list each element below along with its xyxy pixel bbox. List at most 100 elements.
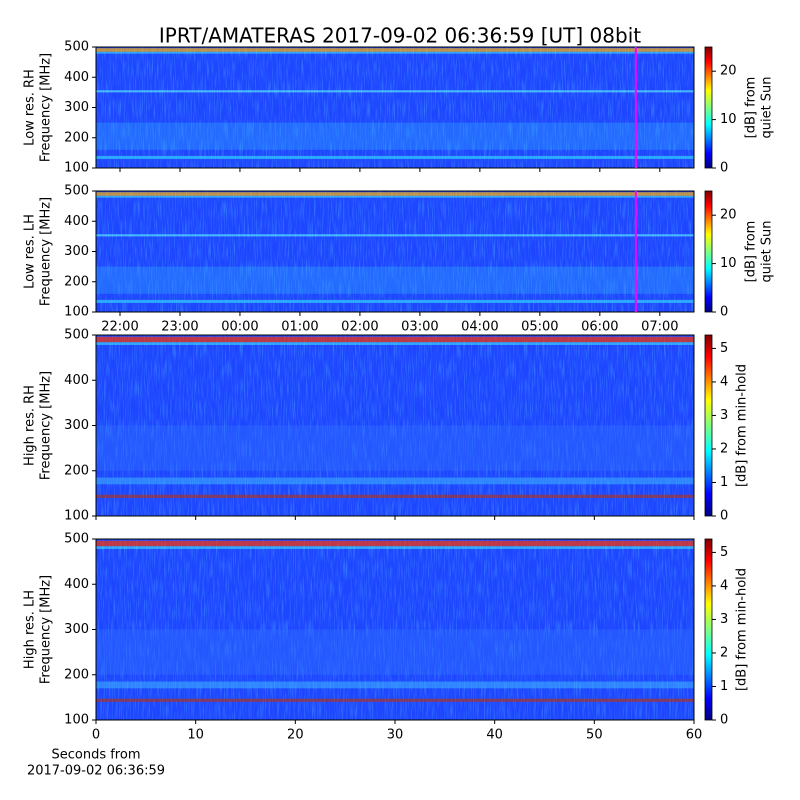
- colorbar-tick-label: 10: [720, 256, 737, 271]
- y-tick-label: 500: [64, 532, 89, 547]
- x-tick-label: 02:00: [341, 320, 378, 335]
- y-tick-label: 500: [64, 40, 89, 55]
- y-axis-label: Frequency [MHz]: [39, 53, 54, 162]
- x-tick-label: 00:00: [221, 320, 258, 335]
- spectrogram-band: [96, 546, 694, 549]
- y-tick-label: 100: [64, 305, 89, 320]
- spectrogram-band: [96, 540, 694, 547]
- spectrogram-band: [96, 51, 694, 54]
- spectrogram-band: [96, 681, 694, 689]
- spectrogram-band: [96, 48, 694, 52]
- colorbar-tick-label: 5: [720, 545, 728, 560]
- colorbar: [704, 334, 713, 517]
- y-tick-label: 200: [64, 667, 89, 682]
- x-tick-label: 06:00: [581, 320, 618, 335]
- x-tick-label: 40: [486, 728, 503, 743]
- spectrogram-band: [96, 425, 694, 471]
- x-tick-label: 04:00: [461, 320, 498, 335]
- spectrogram-band: [96, 299, 694, 303]
- colorbar-label: [dB] from: [744, 221, 759, 283]
- y-axis-label: Frequency [MHz]: [39, 575, 54, 684]
- y-tick-label: 400: [64, 373, 89, 388]
- spectrogram-texture: [96, 539, 694, 720]
- x-tick-label: 50: [586, 728, 603, 743]
- x-tick-label: 20: [287, 728, 304, 743]
- colorbar-tick-label: 2: [720, 645, 728, 660]
- colorbar-tick-label: 1: [720, 475, 728, 490]
- spectrogram-band: [96, 477, 694, 485]
- figure-title: IPRT/AMATERAS 2017-09-02 06:36:59 [UT] 0…: [159, 24, 641, 48]
- y-axis-label: High res. LH: [23, 590, 38, 669]
- y-tick-label: 300: [64, 244, 89, 259]
- y-tick-label: 400: [64, 214, 89, 229]
- spectrogram-band: [96, 342, 694, 345]
- colorbar-tick-label: 20: [720, 208, 737, 223]
- colorbar-tick-label: 0: [720, 713, 728, 728]
- spectrogram-band: [96, 155, 694, 159]
- y-axis-label: Low res. LH: [23, 214, 38, 289]
- spectrogram-band: [96, 195, 694, 198]
- x-tick-label: 60: [686, 728, 703, 743]
- colorbar-tick-label: 0: [720, 509, 728, 524]
- y-tick-label: 400: [64, 577, 89, 592]
- colorbar: [704, 538, 713, 721]
- spectrogram-band: [96, 192, 694, 196]
- colorbar-tick-label: 1: [720, 679, 728, 694]
- colorbar-tick-label: 10: [720, 112, 737, 127]
- colorbar-tick-label: 3: [720, 612, 728, 627]
- y-axis-label: High res. RH: [23, 385, 38, 466]
- spectrogram-band: [96, 698, 694, 702]
- spectrogram-texture: [96, 191, 694, 312]
- colorbar-tick-label: 20: [720, 64, 737, 79]
- colorbar-tick-label: 3: [720, 408, 728, 423]
- x-tick-label: 05:00: [521, 320, 558, 335]
- colorbar: [704, 46, 713, 169]
- x-axis-label: Seconds from: [51, 748, 140, 763]
- spectrogram-band: [96, 122, 694, 150]
- x-tick-label: 10: [187, 728, 204, 743]
- colorbar-tick-label: 5: [720, 341, 728, 356]
- x-tick-label: 22:00: [101, 320, 138, 335]
- y-axis-label: Low res. RH: [23, 69, 38, 146]
- y-tick-label: 500: [64, 184, 89, 199]
- spectrogram-band: [96, 336, 694, 343]
- x-tick-label: 0: [92, 728, 100, 743]
- x-tick-label: 23:00: [161, 320, 198, 335]
- y-tick-label: 200: [64, 463, 89, 478]
- y-tick-label: 300: [64, 418, 89, 433]
- y-tick-label: 200: [64, 274, 89, 289]
- colorbar-tick-label: 4: [720, 374, 728, 389]
- spectrogram-band: [96, 629, 694, 675]
- colorbar-label: quiet Sun: [760, 220, 775, 282]
- x-tick-label: 07:00: [641, 320, 678, 335]
- y-tick-label: 300: [64, 100, 89, 115]
- spectrogram-band: [96, 266, 694, 294]
- y-axis-label: Frequency [MHz]: [39, 197, 54, 306]
- x-tick-label: 30: [387, 728, 404, 743]
- y-tick-label: 300: [64, 622, 89, 637]
- x-tick-label: 03:00: [401, 320, 438, 335]
- x-axis-label: 2017-09-02 06:36:59: [27, 764, 165, 779]
- colorbar-label: [dB] from min-hold: [735, 364, 750, 487]
- x-tick-label: 01:00: [281, 320, 318, 335]
- colorbar-label: [dB] from min-hold: [735, 568, 750, 691]
- colorbar-tick-label: 4: [720, 578, 728, 593]
- spectrogram-band: [96, 234, 694, 237]
- colorbar-tick-label: 0: [720, 161, 728, 176]
- spectrogram-texture: [96, 47, 694, 168]
- y-axis-label: Frequency [MHz]: [39, 371, 54, 480]
- y-tick-label: 400: [64, 70, 89, 85]
- colorbar-label: quiet Sun: [760, 76, 775, 138]
- colorbar: [704, 190, 713, 313]
- colorbar-tick-label: 0: [720, 305, 728, 320]
- y-tick-label: 500: [64, 328, 89, 343]
- y-tick-label: 100: [64, 161, 89, 176]
- spectrogram-texture: [96, 335, 694, 516]
- spectrogram-band: [96, 90, 694, 93]
- colorbar-tick-label: 2: [720, 441, 728, 456]
- y-tick-label: 100: [64, 713, 89, 728]
- colorbar-label: [dB] from: [744, 77, 759, 139]
- y-tick-label: 200: [64, 130, 89, 145]
- spectrogram-band: [96, 494, 694, 498]
